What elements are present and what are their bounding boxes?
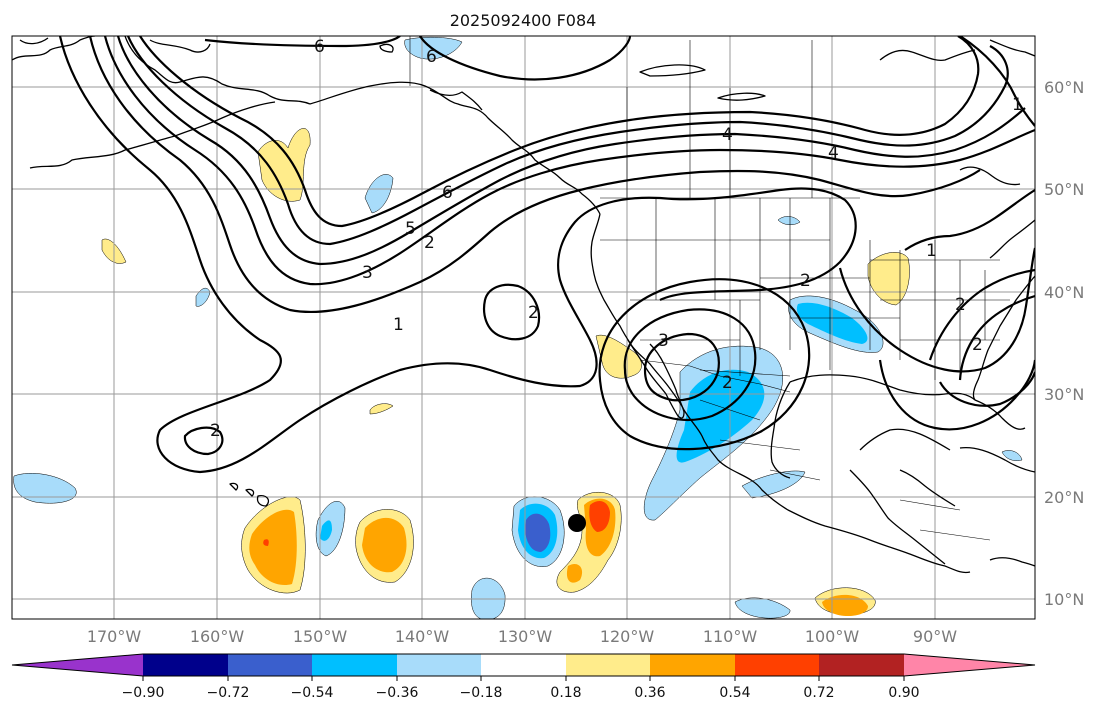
- lon-tick-label: 170°W: [87, 627, 142, 646]
- shade-positive: [257, 128, 311, 202]
- colorbar-segment: [312, 654, 398, 676]
- shade-negative: [320, 520, 332, 541]
- lon-tick-label: 120°W: [600, 627, 655, 646]
- map-frame: [11, 35, 1036, 620]
- contour-label: 6: [442, 183, 453, 203]
- contour-label: 2: [424, 233, 435, 253]
- shade-positive: [822, 594, 868, 617]
- contour-label: 6: [314, 37, 325, 57]
- colorbar-tick-label: 0.72: [803, 685, 834, 701]
- lat-tick-label: 10°N: [1044, 590, 1084, 609]
- colorbar-segment: [143, 654, 229, 676]
- contour-label: 2: [528, 303, 539, 323]
- colorbar-segment: [735, 654, 820, 676]
- colorbar-tick-label: −0.18: [460, 685, 503, 701]
- graticule: [12, 36, 1035, 619]
- lat-tick-label: 40°N: [1044, 283, 1084, 302]
- contour-label: 1: [393, 315, 404, 335]
- contour-label: 1: [1012, 95, 1023, 115]
- colorbar-tick-label: −0.72: [207, 685, 250, 701]
- shade-negative: [734, 597, 791, 619]
- storm-center-marker: [568, 514, 586, 532]
- colorbar-tick-label: 0.54: [719, 685, 750, 701]
- colorbar-segment: [566, 654, 651, 676]
- contour-label: 1: [926, 241, 937, 261]
- shade-negative: [13, 473, 77, 504]
- colorbar-tick-label: 0.90: [888, 685, 919, 701]
- lon-tick-label: 90°W: [913, 627, 957, 646]
- contour-labels: 6 6 4 4 6 5 2 3 1 2 2 2 3 2 1 2 2 1: [210, 37, 1023, 441]
- colorbar-tick-label: 0.36: [634, 685, 665, 701]
- colorbar-tick-label: −0.90: [122, 685, 165, 701]
- coastlines: [12, 36, 1035, 574]
- shade-positive: [589, 500, 610, 532]
- contour-label: 3: [658, 331, 669, 351]
- shade-positive: [566, 563, 583, 583]
- lat-tick-label: 20°N: [1044, 488, 1084, 507]
- contour-label: 2: [210, 421, 221, 441]
- contour-label: 6: [426, 47, 437, 67]
- contours: [58, 36, 1035, 474]
- colorbar-segment: [228, 654, 313, 676]
- contour-label: 4: [722, 125, 733, 145]
- contour-label: 5: [405, 219, 416, 239]
- shade-positive: [362, 517, 407, 573]
- lon-tick-label: 110°W: [703, 627, 758, 646]
- shade-negative: [1001, 450, 1023, 461]
- shade-negative: [364, 174, 394, 214]
- contour-label: 4: [828, 143, 839, 163]
- contour-label: 2: [955, 295, 966, 315]
- lon-tick-label: 150°W: [293, 627, 348, 646]
- shade-positive: [595, 334, 642, 379]
- lat-tick-label: 30°N: [1044, 385, 1084, 404]
- shade-negative: [777, 216, 801, 225]
- colorbar-tick-label: 0.18: [550, 685, 581, 701]
- contour-label: 3: [362, 263, 373, 283]
- colorbar: −0.90 −0.72 −0.54 −0.36 −0.18 0.18 0.36 …: [11, 653, 1036, 701]
- shade-positive: [369, 403, 394, 415]
- colorbar-extend-left: [12, 654, 143, 676]
- longitude-axis: 170°W 160°W 150°W 140°W 130°W 120°W 110°…: [87, 627, 957, 646]
- colorbar-segment: [481, 654, 567, 676]
- colorbar-segment: [650, 654, 736, 676]
- lon-tick-label: 160°W: [190, 627, 245, 646]
- colorbar-extend-right: [904, 654, 1035, 676]
- lon-tick-label: 130°W: [498, 627, 553, 646]
- colorbar-segment: [819, 654, 904, 676]
- shade-positive: [263, 539, 269, 546]
- contour-label: 2: [722, 373, 733, 393]
- shade-positive: [249, 509, 297, 586]
- lat-tick-label: 60°N: [1044, 78, 1084, 97]
- contour-label: 2: [972, 335, 983, 355]
- lon-tick-label: 140°W: [395, 627, 450, 646]
- shade-negative: [525, 513, 551, 552]
- colorbar-tick-label: −0.54: [291, 685, 334, 701]
- lon-tick-label: 100°W: [805, 627, 860, 646]
- colorbar-ticks: [142, 676, 905, 681]
- latitude-axis: 60°N 50°N 40°N 30°N 20°N 10°N: [1044, 78, 1084, 609]
- plot-title: 2025092400 F084: [450, 11, 597, 30]
- colorbar-tick-label: −0.36: [376, 685, 419, 701]
- contour-label: 2: [800, 271, 811, 291]
- colorbar-segment: [397, 654, 482, 676]
- lat-tick-label: 50°N: [1044, 180, 1084, 199]
